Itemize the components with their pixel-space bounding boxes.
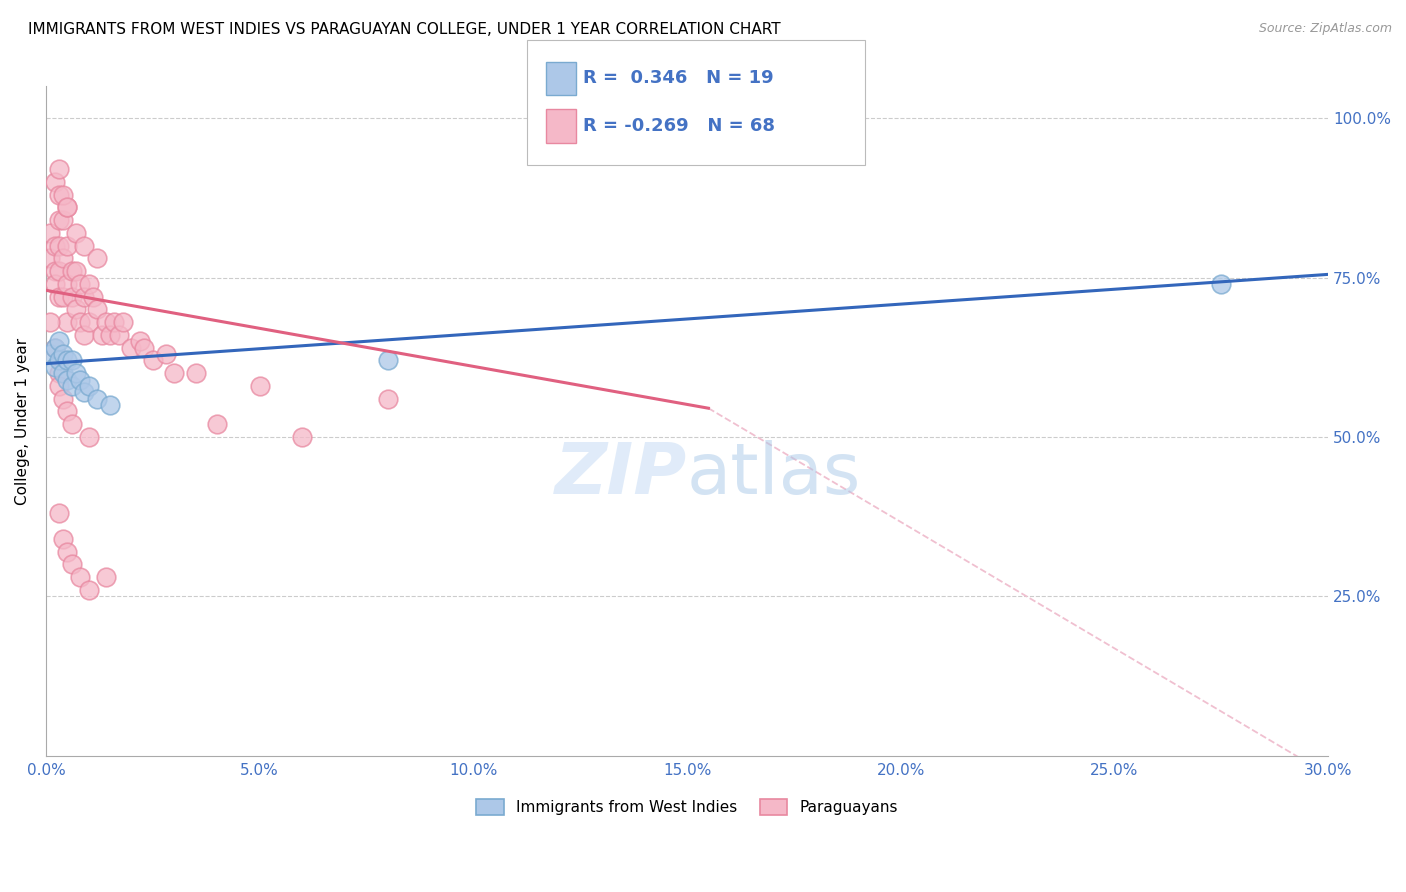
Point — [377, 392, 399, 406]
Point — [134, 341, 156, 355]
Point — [249, 379, 271, 393]
Point — [48, 366, 70, 380]
Point — [94, 570, 117, 584]
Point — [65, 226, 87, 240]
Point — [86, 302, 108, 317]
Point — [69, 372, 91, 386]
Point — [142, 353, 165, 368]
Point — [52, 187, 75, 202]
Point — [52, 213, 75, 227]
Point — [56, 201, 79, 215]
Point — [69, 277, 91, 291]
Point — [56, 277, 79, 291]
Point — [107, 327, 129, 342]
Point — [44, 238, 66, 252]
Point — [291, 430, 314, 444]
Point — [48, 213, 70, 227]
Point — [94, 315, 117, 329]
Point — [44, 264, 66, 278]
Point — [77, 379, 100, 393]
Point — [48, 290, 70, 304]
Point — [48, 353, 70, 368]
Point — [60, 379, 83, 393]
Point — [60, 290, 83, 304]
Point — [73, 290, 96, 304]
Point — [65, 366, 87, 380]
Point — [65, 264, 87, 278]
Point — [377, 353, 399, 368]
Point — [44, 341, 66, 355]
Point — [86, 252, 108, 266]
Text: Source: ZipAtlas.com: Source: ZipAtlas.com — [1258, 22, 1392, 36]
Point — [52, 252, 75, 266]
Point — [77, 430, 100, 444]
Legend: Immigrants from West Indies, Paraguayans: Immigrants from West Indies, Paraguayans — [470, 793, 904, 822]
Point — [77, 277, 100, 291]
Point — [56, 404, 79, 418]
Point — [52, 366, 75, 380]
Point — [90, 327, 112, 342]
Point — [39, 347, 62, 361]
Point — [60, 558, 83, 572]
Point — [69, 570, 91, 584]
Point — [44, 359, 66, 374]
Point — [56, 544, 79, 558]
Point — [56, 238, 79, 252]
Point — [52, 532, 75, 546]
Point — [56, 353, 79, 368]
Point — [60, 417, 83, 432]
Text: ZIP: ZIP — [555, 440, 688, 509]
Point — [82, 290, 104, 304]
Point — [103, 315, 125, 329]
Point — [39, 315, 62, 329]
Point — [48, 264, 70, 278]
Point — [163, 366, 186, 380]
Point — [155, 347, 177, 361]
Point — [73, 327, 96, 342]
Point — [52, 290, 75, 304]
Text: R = -0.269   N = 68: R = -0.269 N = 68 — [583, 117, 776, 135]
Point — [44, 341, 66, 355]
Point — [60, 264, 83, 278]
Point — [205, 417, 228, 432]
Point — [48, 187, 70, 202]
Point — [60, 353, 83, 368]
Point — [48, 379, 70, 393]
Point — [77, 582, 100, 597]
Point — [65, 302, 87, 317]
Point — [73, 385, 96, 400]
Point — [39, 252, 62, 266]
Text: R =  0.346   N = 19: R = 0.346 N = 19 — [583, 70, 775, 87]
Point — [52, 392, 75, 406]
Point — [86, 392, 108, 406]
Point — [56, 201, 79, 215]
Point — [56, 315, 79, 329]
Y-axis label: College, Under 1 year: College, Under 1 year — [15, 337, 30, 505]
Point — [48, 162, 70, 177]
Point — [48, 238, 70, 252]
Point — [69, 315, 91, 329]
Point — [39, 226, 62, 240]
Point — [98, 327, 121, 342]
Point — [52, 347, 75, 361]
Point — [98, 398, 121, 412]
Text: IMMIGRANTS FROM WEST INDIES VS PARAGUAYAN COLLEGE, UNDER 1 YEAR CORRELATION CHAR: IMMIGRANTS FROM WEST INDIES VS PARAGUAYA… — [28, 22, 780, 37]
Point — [1211, 277, 1233, 291]
Point — [44, 175, 66, 189]
Point — [77, 315, 100, 329]
Point — [48, 334, 70, 349]
Point — [56, 372, 79, 386]
Point — [44, 277, 66, 291]
Point — [184, 366, 207, 380]
Point — [120, 341, 142, 355]
Point — [111, 315, 134, 329]
Point — [129, 334, 152, 349]
Text: atlas: atlas — [688, 440, 862, 509]
Point — [48, 507, 70, 521]
Point — [73, 238, 96, 252]
